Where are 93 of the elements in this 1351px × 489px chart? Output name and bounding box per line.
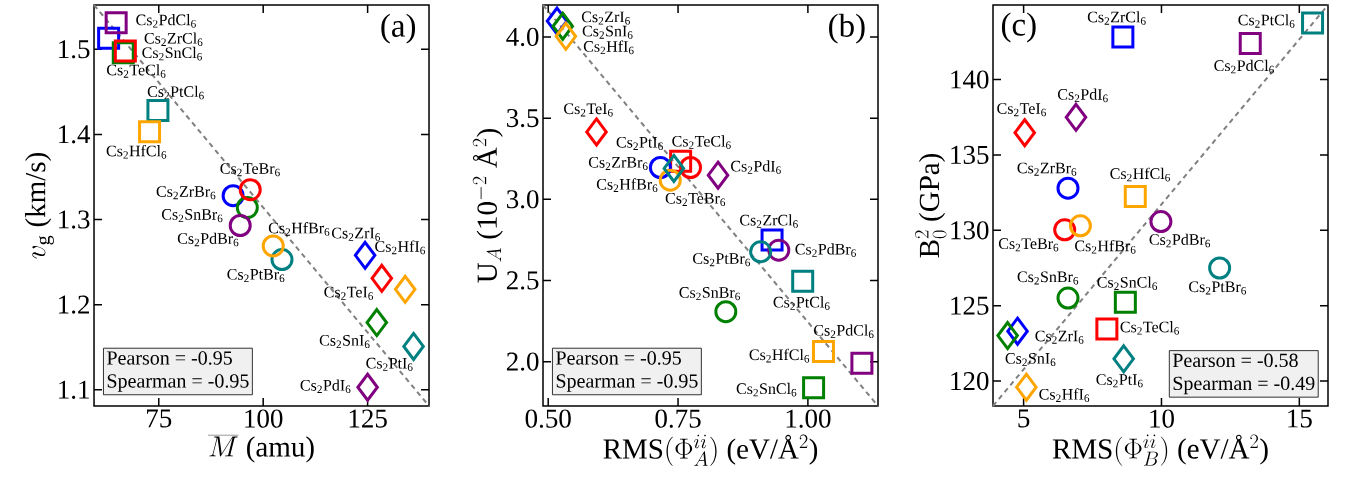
annotation: (b) [829,13,865,44]
y-tick-label: 2.0 [506,352,539,371]
x-axis-title: $\overline{M}\ \mbox{(amu)}$ [208,435,314,463]
annotation: Cs$_{2}$HfCl$_{6}$ [1110,167,1170,182]
annotation: Cs$_{2}$ZrCl$_{6}$ [1087,11,1146,25]
annotation: Cs$_{2}$ZrBr$_{6}$ [588,156,648,171]
y-tick-label: 1.2 [59,295,89,314]
annotation: Spearman = -0.95 [556,374,698,392]
annotation: Cs$_{2}$PtI$_{6}$ [366,357,413,371]
x-axis-title: $\mathrm{RMS}(\Phi_{B}^{ii})\ \mbox{(eV/Å$^{2}$)}$ [1052,434,1268,466]
annotation: Cs$_{2}$SnCl$_{6}$ [736,382,797,397]
y-tick-label: 3.5 [507,109,539,128]
annotation: Cs$_{2}$HfBr$_{6}$ [596,178,658,193]
annotation: Cs$_{2}$HfI$_{6}$ [375,240,426,255]
y-tick-label: 4.0 [506,27,539,47]
annotation: Cs$_{2}$TeI$_{6}$ [564,103,613,117]
annotation: Cs$_{2}$ZrI$_{6}$ [581,11,630,25]
annotation: Cs$_{2}$TeBr$_{6}$ [220,163,280,177]
y-tick-label: 140 [951,70,989,89]
annotation: Cs$_{2}$PtI$_{6}$ [616,136,663,151]
annotation: Cs$_{2}$HfI$_{6}$ [583,40,634,55]
y-axis-title: $\mathrm{B}_{0}^{2}\ \mbox{(GPa)}$ [915,153,947,258]
annotation: Cs$_{2}$ZrCl$_{6}$ [740,214,798,228]
y-tick-label: 1.5 [59,40,90,59]
annotation: Cs$_{2}$HfBr$_{6}$ [1075,239,1136,254]
annotation: Cs$_{2}$PdI$_{6}$ [731,160,781,174]
annotation: Cs$_{2}$PtCl$_{6}$ [1238,14,1295,28]
annotation: Cs$_{2}$HfCl$_{6}$ [749,348,810,363]
x-tick-label: 1.00 [786,409,831,428]
annotation: Cs$_{2}$PdCl$_{6}$ [814,324,874,339]
y-tick-label: 135 [951,145,989,164]
annotation: (a) [381,13,416,44]
annotation: Cs$_{2}$PtBr$_{6}$ [693,253,751,267]
annotation: Cs$_{2}$PtBr$_{6}$ [227,269,285,283]
annotation: Cs$_{2}$PdBr$_{6}$ [795,243,856,257]
y-tick-label: 120 [951,371,989,391]
y-tick-label: 125 [951,296,989,315]
annotation: Cs$_{2}$PdI$_{6}$ [1057,88,1108,103]
y-tick-label: 1.4 [59,125,91,144]
y-tick-label: 1.3 [59,210,90,229]
annotation: Pearson = -0.95 [107,351,232,365]
annotation: Cs$_{2}$SnI$_{6}$ [582,25,633,39]
x-tick-label: 75 [147,409,172,428]
annotation: Cs$_{2}$TeBr$_{6}$ [665,192,726,207]
y-tick-label: 1.1 [59,380,89,399]
annotation: Cs$_{2}$ZrBr$_{6}$ [1017,162,1077,176]
annotation: Cs$_{2}$TeCl$_{6}$ [107,64,166,78]
x-axis-title: $\mathrm{RMS}(\Phi_{A}^{ii})\ \mbox{(eV/Å$^{2}$)}$ [603,434,818,466]
annotation: Cs$_{2}$TeCl$_{6}$ [672,135,731,149]
annotation: Cs$_{2}$PdI$_{6}$ [300,379,351,394]
x-tick-label: 0.75 [655,409,701,428]
annotation: Cs$_{2}$TeI$_{6}$ [324,286,374,300]
y-tick-label: 2.5 [506,271,539,290]
annotation: Cs$_{2}$SnCl$_{6}$ [142,46,202,61]
annotation: Cs$_{2}$HfBr$_{6}$ [268,222,330,236]
annotation: Cs$_{2}$SnBr$_{6}$ [161,209,223,223]
annotation: Spearman = -0.95 [107,374,249,392]
annotation: Cs$_{2}$TeCl$_{6}$ [1120,321,1180,335]
annotation: Spearman = -0.49 [1173,376,1315,395]
x-tick-label: 10 [1150,409,1174,428]
y-tick-label: 130 [951,221,989,240]
y-axis-title: $\mathrm{U}_{A}\ \mbox{(10$^{-2}$ Å$^{2}$)}$ [472,129,503,283]
annotation: Cs$_{2}$ZrCl$_{6}$ [144,32,203,46]
annotation: Cs$_{2}$SnBr$_{6}$ [1017,271,1079,285]
annotation: Cs$_{2}$HfI$_{6}$ [1039,388,1090,403]
annotation: Pearson = -0.58 [1172,353,1298,368]
annotation: Cs$_{2}$HfCl$_{6}$ [106,144,167,159]
y-axis-title: $v_{\mathrm{g}}\ \mbox{(km/s)}$ [25,153,54,259]
x-tick-label: 125 [349,409,387,428]
annotation: Cs$_{2}$SnI$_{6}$ [1005,353,1056,367]
annotation: Cs$_{2}$TeI$_{6}$ [997,103,1046,117]
x-tick-label: 100 [245,409,283,428]
annotation: (c) [1001,12,1036,43]
annotation: Cs$_{2}$ZrBr$_{6}$ [156,186,216,200]
x-tick-label: 5 [1018,409,1030,428]
x-tick-label: 0.50 [525,409,571,428]
annotation: Cs$_{2}$SnI$_{6}$ [319,335,370,349]
annotation: Cs$_{2}$PtI$_{6}$ [1096,374,1143,388]
x-tick-label: 15 [1288,409,1312,428]
annotation: Cs$_{2}$PtBr$_{6}$ [1189,281,1247,295]
annotation: Cs$_{2}$PdBr$_{6}$ [1149,233,1211,248]
annotation: Cs$_{2}$PdBr$_{6}$ [177,232,239,247]
annotation: Cs$_{2}$TeBr$_{6}$ [998,238,1059,252]
annotation: Cs$_{2}$ZrI$_{6}$ [1035,330,1084,344]
annotation: Cs$_{2}$PtCl$_{6}$ [147,85,204,100]
y-tick-label: 3.0 [507,190,539,209]
annotation: Cs$_{2}$SnBr$_{6}$ [679,287,740,301]
annotation: Cs$_{2}$SnCl$_{6}$ [1097,276,1158,291]
annotation: Cs$_{2}$ZrI$_{6}$ [332,227,381,241]
annotation: Cs$_{2}$PdCl$_{6}$ [136,14,196,28]
annotation: Pearson = -0.95 [556,351,681,365]
annotation: Cs$_{2}$PtCl$_{6}$ [773,296,830,310]
annotation: Cs$_{2}$PdCl$_{6}$ [1214,59,1274,74]
